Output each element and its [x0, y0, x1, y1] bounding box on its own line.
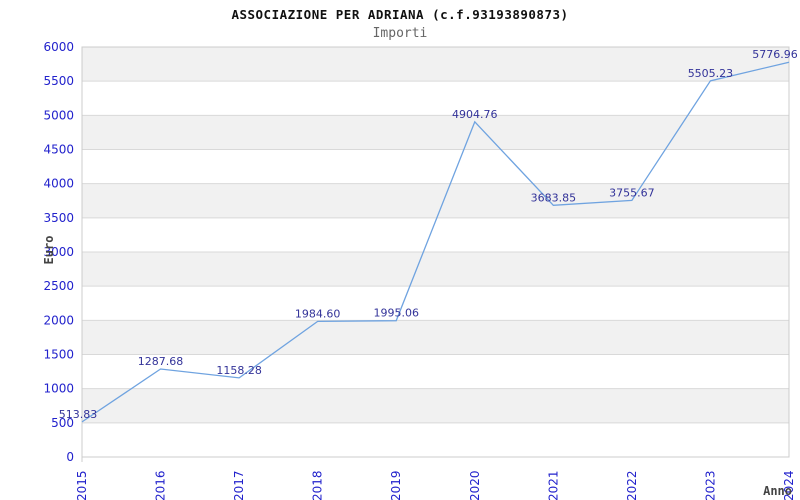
x-tick-label: 2021 — [546, 470, 560, 500]
y-tick-label: 1500 — [43, 348, 74, 362]
x-tick-label: 2020 — [468, 470, 482, 500]
y-tick-label: 0 — [66, 450, 74, 464]
point-label: 3683.85 — [531, 191, 577, 204]
point-label: 1158.28 — [216, 364, 262, 377]
y-tick-label: 2000 — [43, 313, 74, 327]
point-label: 1984.60 — [295, 307, 341, 320]
y-tick-label: 5500 — [43, 74, 74, 88]
y-tick-label: 500 — [51, 416, 74, 430]
x-tick-label: 2016 — [154, 470, 168, 500]
point-label: 5505.23 — [688, 67, 734, 80]
y-tick-label: 1000 — [43, 382, 74, 396]
plot-band — [82, 115, 789, 150]
chart-title: ASSOCIAZIONE PER ADRIANA (c.f.9319389087… — [231, 7, 569, 22]
x-tick-label: 2023 — [703, 470, 717, 500]
point-label: 3755.67 — [609, 186, 655, 199]
x-tick-label: 2019 — [389, 470, 403, 500]
plot-band — [82, 388, 789, 423]
x-tick-label: 2022 — [625, 470, 639, 500]
plot-border — [81, 46, 790, 458]
y-tick-label: 3500 — [43, 211, 74, 225]
x-tick-label: 2017 — [232, 470, 246, 500]
point-label: 4904.76 — [452, 108, 498, 121]
point-label: 1287.68 — [138, 355, 184, 368]
plot-band — [82, 183, 789, 218]
plot-band — [82, 47, 789, 82]
x-tick-label: 2024 — [782, 470, 796, 500]
y-tick-label: 4000 — [43, 177, 74, 191]
x-axis-title: Anno — [763, 484, 792, 498]
x-tick-label: 2018 — [311, 470, 325, 500]
y-tick-label: 5000 — [43, 108, 74, 122]
plot-band — [82, 252, 789, 287]
y-tick-label: 4500 — [43, 143, 74, 157]
y-tick-label: 2500 — [43, 279, 74, 293]
series-line — [81, 61, 790, 423]
y-tick-label: 6000 — [43, 40, 74, 54]
chart-subtitle: Importi — [372, 26, 428, 41]
point-label: 513.83 — [59, 408, 98, 421]
plot-band — [82, 320, 789, 355]
x-tick-label: 2015 — [75, 470, 89, 500]
point-label: 1995.06 — [373, 307, 419, 320]
point-label: 5776.96 — [752, 48, 798, 61]
y-axis-title: Euro — [42, 235, 56, 265]
y-tick-label: 3000 — [43, 245, 74, 259]
